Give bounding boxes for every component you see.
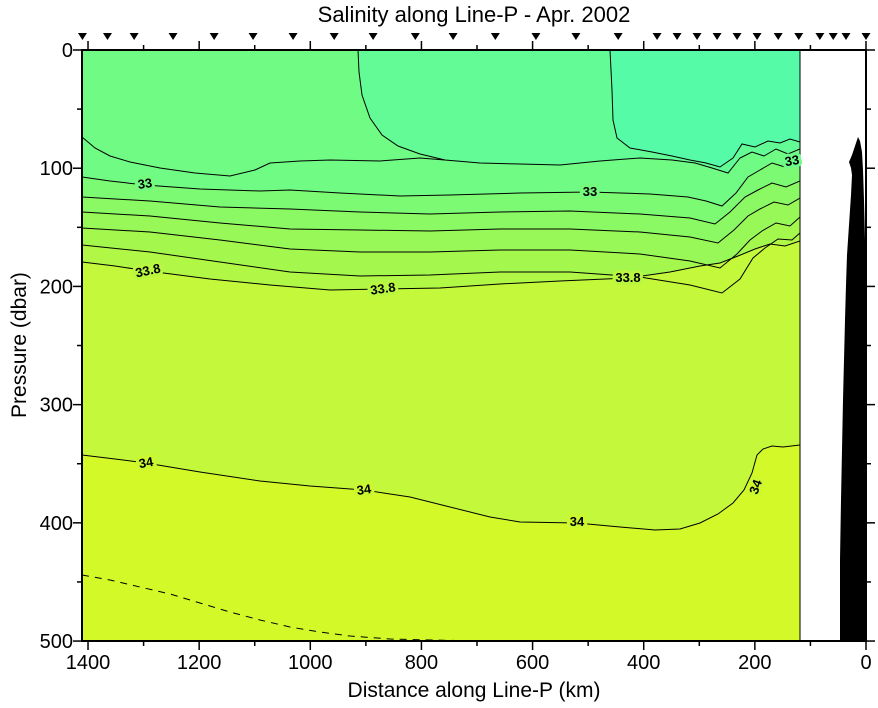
contour-line-below-33 bbox=[82, 160, 800, 207]
x-tick-label: 1000 bbox=[288, 652, 333, 674]
station-marker-triangle bbox=[248, 33, 258, 40]
y-tick-label: 0 bbox=[62, 40, 73, 62]
band-below-34 bbox=[82, 445, 800, 641]
contour-line-below-33.4 bbox=[82, 197, 800, 244]
band-surface-teal-lt-32.6 bbox=[610, 50, 800, 167]
contour-line-surface-32.6-32.8 bbox=[357, 50, 800, 174]
y-tick-label: 400 bbox=[40, 513, 73, 535]
x-tick-label: 200 bbox=[738, 652, 771, 674]
contour-line-below-33.8 bbox=[82, 240, 800, 291]
contour-line-below-33.2 bbox=[82, 180, 800, 225]
y-tick-label: 300 bbox=[40, 395, 73, 417]
x-tick-label: 0 bbox=[860, 652, 871, 674]
y-tick-label: 500 bbox=[40, 631, 73, 653]
x-tick-label: 400 bbox=[627, 652, 660, 674]
station-marker-triangle bbox=[815, 33, 825, 40]
x-tick-labels: 1400 1200 1000 800 600 400 200 0 bbox=[66, 652, 872, 674]
station-marker-triangle bbox=[613, 33, 623, 40]
station-marker-triangle bbox=[861, 33, 871, 40]
y-tick-labels: 0 100 200 300 400 500 bbox=[40, 40, 73, 653]
x-tick-label: 1200 bbox=[177, 652, 222, 674]
contour-line-surface-teal-lt-32.6 bbox=[609, 50, 800, 168]
contour-label-34: 34 bbox=[137, 454, 155, 471]
station-marker-triangle bbox=[652, 33, 662, 40]
station-marker-triangle bbox=[794, 33, 804, 40]
station-marker-triangle bbox=[209, 33, 219, 40]
station-marker-triangle bbox=[841, 33, 851, 40]
chart-title: Salinity along Line-P - Apr. 2002 bbox=[317, 2, 631, 27]
y-tick-label: 200 bbox=[40, 276, 73, 298]
contour-lines bbox=[82, 50, 800, 641]
contour-label-33: 33 bbox=[137, 175, 153, 192]
contour-line-below-34 bbox=[82, 444, 800, 531]
station-marker-triangle bbox=[773, 33, 783, 40]
station-marker-triangle bbox=[692, 33, 702, 40]
contour-label-33: 33 bbox=[783, 152, 800, 169]
station-marker-triangle bbox=[672, 33, 682, 40]
x-tick-label: 1400 bbox=[66, 652, 111, 674]
x-axis-label: Distance along Line-P (km) bbox=[347, 679, 601, 702]
station-marker-triangle bbox=[712, 33, 722, 40]
contour-label-34: 34 bbox=[570, 514, 585, 529]
station-marker-triangle bbox=[368, 33, 378, 40]
fill-bands bbox=[82, 50, 800, 641]
station-marker-triangle bbox=[77, 33, 87, 40]
x-tick-label: 600 bbox=[516, 652, 549, 674]
station-marker-triangle bbox=[490, 33, 500, 40]
x-tick-label: 800 bbox=[405, 652, 438, 674]
bathymetry-silhouette bbox=[840, 137, 866, 641]
contour-line-below-33.6b bbox=[82, 232, 800, 294]
contour-label-33: 33 bbox=[583, 184, 597, 199]
axis-ticks bbox=[73, 41, 875, 650]
station-marker-triangle bbox=[828, 33, 838, 40]
station-marker-triangle bbox=[448, 33, 458, 40]
station-marker-triangle bbox=[410, 33, 420, 40]
contour-label-34: 34 bbox=[356, 481, 373, 498]
station-marker-triangle bbox=[752, 33, 762, 40]
station-marker-triangle bbox=[168, 33, 178, 40]
station-marker-triangle bbox=[129, 33, 139, 40]
station-markers bbox=[77, 33, 871, 40]
station-marker-triangle bbox=[732, 33, 742, 40]
station-marker-triangle bbox=[571, 33, 581, 40]
y-tick-label: 100 bbox=[40, 158, 73, 180]
station-marker-triangle bbox=[102, 33, 112, 40]
station-marker-triangle bbox=[329, 33, 339, 40]
contour-label-33.8: 33.8 bbox=[615, 270, 640, 285]
station-marker-triangle bbox=[288, 33, 298, 40]
surface-32.8-west-branch bbox=[82, 136, 446, 177]
station-marker-triangle bbox=[531, 33, 541, 40]
contour-line-below-33.6a bbox=[82, 216, 800, 269]
